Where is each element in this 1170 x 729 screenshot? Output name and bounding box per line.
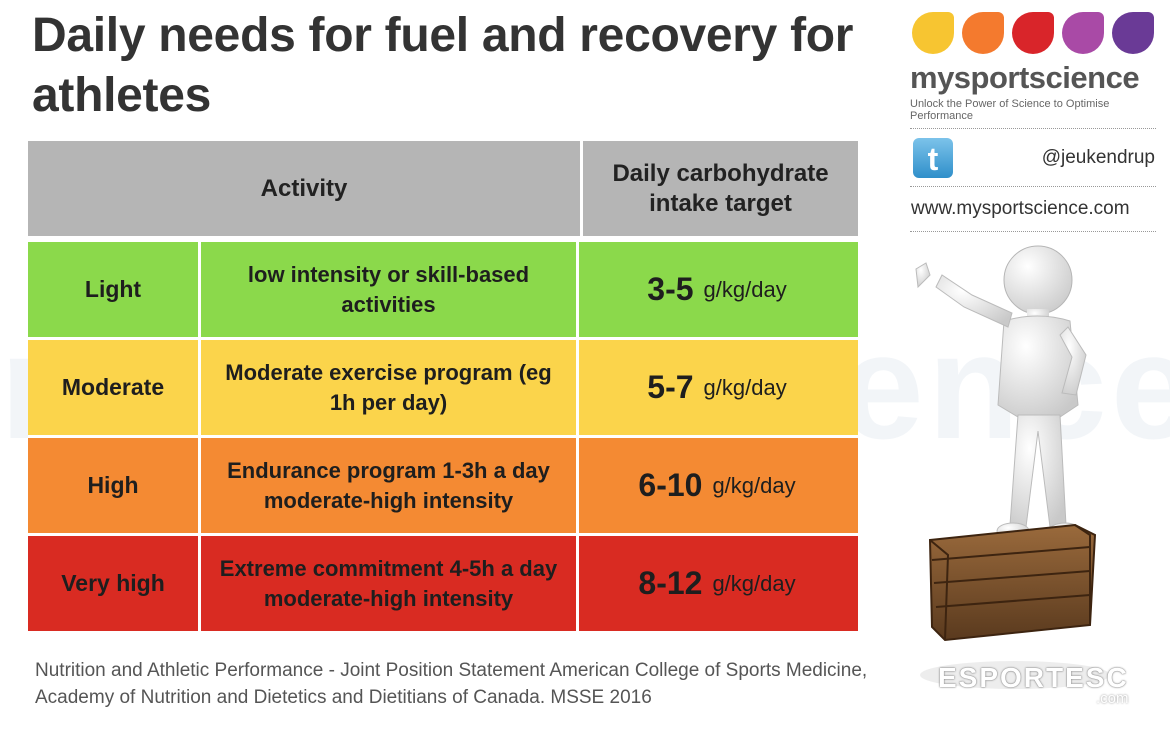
table-header: Activity Daily carbohydrate intake targe… <box>28 141 858 236</box>
twitter-icon[interactable]: t <box>913 138 953 178</box>
carb-target-unit: g/kg/day <box>712 570 796 596</box>
table-row: Moderate Moderate exercise program (eg 1h… <box>28 340 858 438</box>
brand-name: mysportscience <box>910 60 1140 95</box>
carb-target-value: 6-10 <box>638 467 703 503</box>
carb-table: Activity Daily carbohydrate intake targe… <box>28 141 858 634</box>
table-row: Light low intensity or skill-based activi… <box>28 242 858 340</box>
logo-drop-icon <box>1112 12 1154 54</box>
page-title: Daily needs for fuel and recovery for at… <box>32 9 854 122</box>
header-carb-target: Daily carbohydrate intake target <box>612 159 829 217</box>
carb-target-value: 5-7 <box>647 369 694 405</box>
carb-target: 6-10 g/kg/day <box>579 438 855 533</box>
credit-suffix: .com <box>1096 690 1129 707</box>
activity-description: Endurance program 1-3h a day moderate-hi… <box>201 438 579 533</box>
activity-level: Light <box>28 242 201 337</box>
divider <box>910 186 1156 188</box>
carb-target-unit: g/kg/day <box>703 276 787 302</box>
credit-watermark: ESPORTESC <box>938 662 1129 693</box>
activity-description: Moderate exercise program (eg 1h per day… <box>201 340 579 435</box>
activity-description: low intensity or skill-based activities <box>201 242 579 337</box>
twitter-handle[interactable]: @jeukendrup <box>1041 147 1155 168</box>
carb-target: 3-5 g/kg/day <box>579 242 855 337</box>
brand-tagline: Unlock the Power of Science to Optimise … <box>910 98 1110 122</box>
logo-drop-icon <box>912 12 954 54</box>
activity-level: High <box>28 438 201 533</box>
carb-target: 8-12 g/kg/day <box>579 536 855 631</box>
divider <box>910 128 1156 130</box>
carb-target-value: 8-12 <box>638 565 703 601</box>
activity-description: Extreme commitment 4-5h a day moderate-h… <box>201 536 579 631</box>
carb-target-unit: g/kg/day <box>703 374 787 400</box>
logo-drop-icon <box>962 12 1004 54</box>
carb-target-unit: g/kg/day <box>712 472 796 498</box>
header-activity: Activity <box>28 141 583 236</box>
citation: Nutrition and Athletic Performance - Joi… <box>35 660 868 708</box>
table-row: High Endurance program 1-3h a day moderat… <box>28 438 858 536</box>
logo-drop-icon <box>1062 12 1104 54</box>
activity-level: Moderate <box>28 340 201 435</box>
activity-level: Very high <box>28 536 201 631</box>
figure-on-crate-illustration <box>915 245 1110 689</box>
table-row: Very high Extreme commitment 4-5h a day m… <box>28 536 858 634</box>
logo-drop-icon <box>1012 12 1054 54</box>
brand-logo: mysportscience Unlock the Power of Scien… <box>910 12 1160 122</box>
divider <box>910 231 1156 233</box>
carb-target: 5-7 g/kg/day <box>579 340 855 435</box>
carb-target-value: 3-5 <box>647 271 694 307</box>
logo-drops <box>912 12 1160 54</box>
website-link[interactable]: www.mysportscience.com <box>911 198 1130 219</box>
